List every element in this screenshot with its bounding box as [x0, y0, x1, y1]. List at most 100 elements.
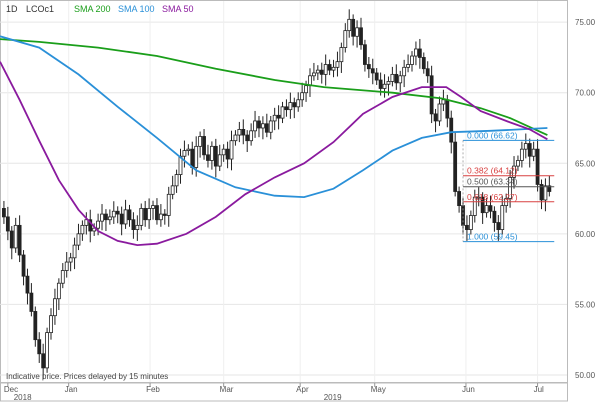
- candle-body: [186, 148, 191, 151]
- candle-body: [429, 75, 434, 115]
- candle: [25, 268, 30, 305]
- candle: [213, 138, 218, 178]
- candle: [476, 187, 481, 207]
- candle-body: [237, 129, 242, 136]
- candle-body: [194, 145, 199, 168]
- candle: [37, 332, 42, 363]
- candle: [319, 62, 324, 84]
- candle: [33, 306, 38, 347]
- candle-body: [80, 224, 85, 235]
- candle-body: [508, 176, 513, 199]
- candle-body: [209, 145, 214, 161]
- candle-body: [213, 145, 218, 167]
- candle-body: [84, 219, 89, 226]
- candle: [488, 195, 493, 219]
- candle: [398, 70, 403, 93]
- candle-body: [260, 123, 265, 129]
- candle-body: [465, 224, 469, 231]
- candle-body: [33, 311, 38, 341]
- candle-body: [539, 184, 544, 201]
- candle: [64, 252, 69, 278]
- candle-body: [37, 339, 42, 355]
- candle-body: [166, 193, 171, 216]
- x-year-label: 2019: [324, 393, 342, 402]
- candle: [374, 68, 379, 85]
- candle: [5, 206, 10, 241]
- candle-body: [29, 292, 34, 312]
- moving-averages: [0, 35, 548, 247]
- y-tick-label: 75.00: [575, 18, 596, 27]
- candle: [539, 179, 544, 210]
- candle-body: [402, 66, 407, 77]
- candle: [327, 59, 332, 76]
- candle: [229, 130, 234, 171]
- candle-body: [25, 275, 30, 294]
- interval-label: 1D: [6, 4, 18, 14]
- candle-body: [323, 64, 328, 75]
- x-tick-label: Mar: [220, 385, 234, 394]
- candle-body: [155, 205, 159, 221]
- candle-body: [304, 85, 308, 94]
- candle: [543, 178, 548, 212]
- candle: [241, 119, 246, 145]
- candle: [512, 156, 516, 189]
- candle-body: [170, 185, 175, 195]
- candle-body: [398, 75, 403, 84]
- candle-body: [5, 216, 10, 232]
- x-tick-label: Dec: [4, 385, 18, 394]
- candle-body: [359, 27, 363, 46]
- candle: [370, 58, 375, 85]
- candle-body: [276, 114, 281, 119]
- candle-body: [386, 81, 391, 85]
- candle-body: [96, 220, 100, 229]
- candle-body: [363, 44, 367, 65]
- candle-body: [182, 150, 187, 157]
- candle: [139, 203, 144, 231]
- candle-body: [143, 208, 148, 221]
- candle: [56, 278, 61, 311]
- candle: [394, 64, 399, 90]
- candle: [80, 220, 85, 241]
- y-tick-label: 55.00: [575, 300, 596, 309]
- candle: [268, 116, 273, 140]
- candle-body: [249, 130, 254, 142]
- candle: [300, 82, 305, 107]
- candle-body: [370, 68, 375, 74]
- candle-body: [119, 213, 124, 225]
- candle: [276, 105, 281, 130]
- candle: [186, 144, 191, 156]
- candle-body: [484, 205, 489, 214]
- candle: [147, 198, 152, 229]
- candle: [84, 212, 89, 235]
- candle-body: [480, 196, 485, 214]
- candle: [17, 215, 22, 263]
- grid: [0, 1, 567, 382]
- fibonacci-retracement[interactable]: 0.000 (66.62) 0.382 (64.12)0.500 (63.34) 0…: [462, 130, 555, 243]
- candle-body: [414, 48, 418, 57]
- candle-body: [488, 205, 493, 212]
- candle-body: [531, 148, 536, 157]
- candle: [49, 308, 53, 340]
- fib-level-label: 0.500 (63.34): [467, 177, 518, 187]
- candle: [135, 215, 140, 241]
- candle-body: [45, 332, 49, 369]
- candle: [264, 113, 269, 138]
- candle-body: [417, 48, 422, 58]
- series-line-sma200: [0, 38, 548, 136]
- candle: [363, 39, 367, 72]
- y-tick-label: 65.00: [575, 159, 596, 168]
- candle: [249, 123, 254, 146]
- candle: [2, 200, 6, 224]
- fib-level-label: 0.382 (64.12): [467, 166, 518, 176]
- x-tick-label: Apr: [296, 385, 309, 394]
- candle: [151, 200, 155, 220]
- candle: [429, 65, 434, 124]
- candle: [312, 62, 316, 81]
- x-tick-label: Feb: [146, 385, 160, 394]
- candle-body: [449, 117, 454, 143]
- candle: [206, 144, 210, 168]
- fib-level-label: 0.000 (66.62): [467, 130, 518, 140]
- candle-body: [198, 136, 203, 147]
- candle: [119, 206, 124, 236]
